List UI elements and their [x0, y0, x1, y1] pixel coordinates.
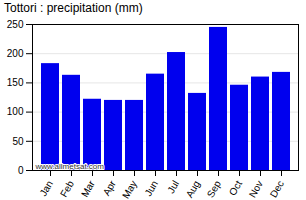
- svg-text:50: 50: [12, 136, 24, 147]
- svg-text:May: May: [120, 179, 139, 200]
- svg-text:Nov: Nov: [247, 179, 265, 200]
- svg-text:Jun: Jun: [142, 179, 160, 198]
- svg-text:Aug: Aug: [184, 179, 202, 200]
- svg-text:Mar: Mar: [79, 178, 97, 199]
- svg-text:Dec: Dec: [268, 179, 286, 200]
- svg-text:150: 150: [7, 77, 24, 88]
- svg-text:Jan: Jan: [37, 179, 55, 198]
- svg-text:250: 250: [7, 19, 24, 30]
- svg-text:Feb: Feb: [58, 178, 76, 199]
- html-text:Tottori : precipitation (mm): Tottori : precipitation (mm): [4, 1, 143, 15]
- svg-text:Oct: Oct: [227, 178, 244, 197]
- svg-text:200: 200: [7, 48, 24, 59]
- svg-text:Sep: Sep: [205, 178, 224, 199]
- svg-text:www.allmetsat.com: www.allmetsat.com: [35, 162, 105, 171]
- svg-text:Apr: Apr: [101, 178, 119, 198]
- svg-text:100: 100: [7, 106, 24, 117]
- svg-text:0: 0: [18, 165, 24, 176]
- svg-text:Jul: Jul: [165, 179, 181, 196]
